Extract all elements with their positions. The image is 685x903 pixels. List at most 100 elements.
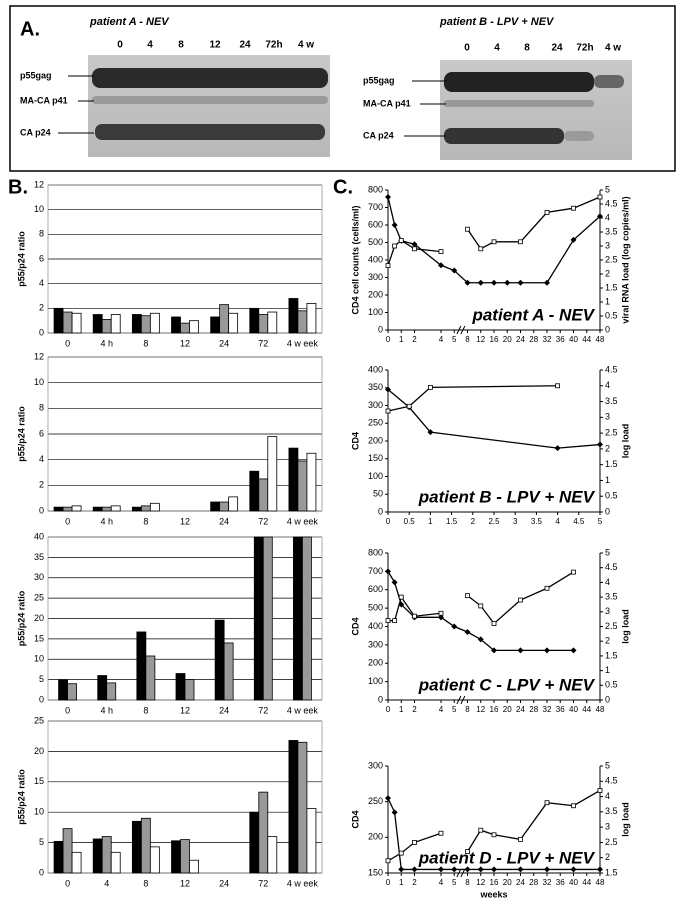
marker xyxy=(491,647,497,654)
bar xyxy=(171,316,181,334)
x-tick-label: 16 xyxy=(490,705,499,714)
marker xyxy=(517,866,524,873)
y2-tick-label: 3.5 xyxy=(605,806,618,816)
x-tick-label: 3 xyxy=(513,517,518,526)
bar xyxy=(219,501,230,512)
bar xyxy=(258,791,269,874)
bar xyxy=(258,314,269,334)
marker xyxy=(465,226,470,232)
x-tick-label: 72 xyxy=(258,516,268,526)
x-axis-label: weeks xyxy=(479,889,507,899)
lane-label: 0 xyxy=(464,43,470,54)
y-tick-label: 400 xyxy=(368,364,383,374)
x-tick-label: 12 xyxy=(476,705,485,714)
y2-tick-label: 4 xyxy=(605,577,610,587)
x-tick-label: 20 xyxy=(503,705,512,714)
bar xyxy=(258,478,269,512)
y-tick-label: 500 xyxy=(368,603,383,613)
y2-tick-label: 1.5 xyxy=(605,459,618,469)
bar xyxy=(171,840,181,874)
bar xyxy=(180,322,190,334)
bar xyxy=(267,436,278,512)
blot-band xyxy=(594,75,624,88)
marker xyxy=(392,243,398,249)
y-tick-label: 100 xyxy=(368,471,383,481)
y-tick-label: 700 xyxy=(368,202,383,212)
blot-band xyxy=(444,128,564,144)
marker xyxy=(518,597,523,603)
y2-tick-label: 5 xyxy=(605,184,610,194)
y2-tick-label: 4 xyxy=(605,380,610,390)
marker xyxy=(391,579,398,586)
y-axis-label: p55/p24 ratio xyxy=(16,769,26,825)
bar xyxy=(106,682,117,701)
x-tick-label: 28 xyxy=(529,878,538,887)
marker xyxy=(544,209,550,215)
marker xyxy=(544,585,550,591)
bar xyxy=(306,808,317,874)
y-tick-label: 15 xyxy=(34,633,44,643)
lane-label: 4 xyxy=(147,40,153,51)
y2-tick-label: 2 xyxy=(605,636,610,646)
marker xyxy=(438,866,444,873)
marker xyxy=(477,279,484,286)
y-tick-label: 200 xyxy=(368,832,383,842)
x-tick-label: 2.5 xyxy=(488,517,500,526)
blot-band xyxy=(444,72,594,92)
lane-label: 4 xyxy=(494,43,500,54)
bar xyxy=(249,470,260,512)
x-tick-label: 12 xyxy=(180,878,190,888)
x-tick-label: 4 h xyxy=(100,516,113,526)
y-tick-label: 2 xyxy=(39,480,44,490)
x-tick-label: 5 xyxy=(598,517,603,526)
marker xyxy=(571,803,576,809)
band-label: CA p24 xyxy=(20,127,51,137)
y-axis-label: CD4 xyxy=(350,432,360,450)
bar xyxy=(297,460,308,512)
x-tick-label: 4 w eek xyxy=(287,878,319,888)
y2-tick-label: 2 xyxy=(605,852,610,862)
marker xyxy=(385,858,391,864)
y2-tick-label: 0.5 xyxy=(605,680,618,690)
marker xyxy=(544,647,550,654)
bar xyxy=(184,679,195,701)
x-tick-label: 4 h xyxy=(100,338,113,348)
y2-tick-label: 4.5 xyxy=(605,562,618,572)
x-tick-label: 0 xyxy=(386,705,391,714)
y2-tick-label: 5 xyxy=(605,760,610,770)
bar xyxy=(140,315,151,334)
y-tick-label: 400 xyxy=(368,621,383,631)
x-tick-label: 20 xyxy=(503,335,512,344)
x-tick-label: 4 xyxy=(439,335,444,344)
y-tick-label: 50 xyxy=(373,489,383,499)
band-label: p55gag xyxy=(20,70,52,80)
blot-band xyxy=(564,131,594,141)
bar xyxy=(149,502,160,512)
bar xyxy=(92,314,103,334)
bar xyxy=(110,505,121,512)
y2-tick-label: 4.5 xyxy=(605,198,618,208)
x-tick-label: 12 xyxy=(180,338,190,348)
plot-frame xyxy=(47,356,323,512)
y-tick-label: 30 xyxy=(34,572,44,582)
marker xyxy=(570,866,577,873)
x-tick-label: 1 xyxy=(399,705,404,714)
blot-band xyxy=(95,124,325,140)
bar xyxy=(53,307,64,334)
annotation: patient D - LPV + NEV xyxy=(418,848,596,867)
x-tick-label: 2 xyxy=(471,517,476,526)
bar xyxy=(131,820,142,874)
blot-band xyxy=(92,68,328,88)
x-tick-label: 4 h xyxy=(100,705,113,715)
y2-tick-label: 0.5 xyxy=(605,310,618,320)
x-tick-label: 40 xyxy=(569,878,578,887)
y-tick-label: 200 xyxy=(368,289,383,299)
blot-band xyxy=(92,96,328,104)
marker xyxy=(438,614,444,621)
marker xyxy=(411,241,418,248)
y-tick-label: 0 xyxy=(39,327,44,337)
y-tick-label: 12 xyxy=(34,351,44,361)
x-tick-label: 40 xyxy=(569,335,578,344)
bar xyxy=(297,310,308,334)
marker xyxy=(570,647,577,654)
